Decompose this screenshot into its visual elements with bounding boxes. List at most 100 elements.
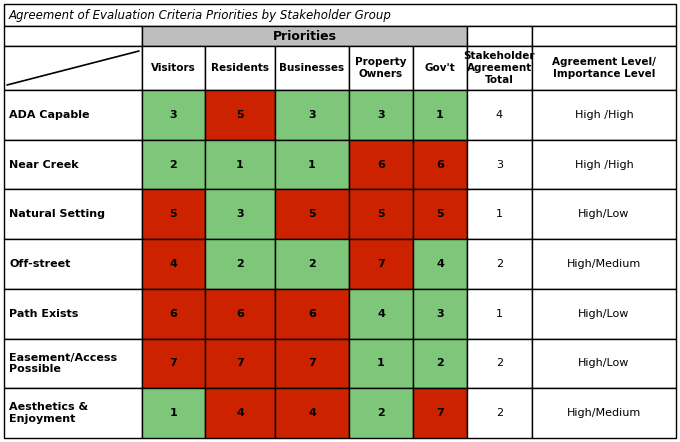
Bar (413, 190, 467, 239)
Bar (349, 90, 413, 140)
Bar (349, 339, 413, 388)
Bar (142, 46, 205, 90)
Text: 6: 6 (169, 309, 177, 319)
Bar (275, 239, 349, 289)
Bar (205, 90, 275, 140)
Text: 2: 2 (236, 259, 244, 269)
Bar (467, 289, 532, 339)
Text: 2: 2 (308, 259, 316, 269)
Bar (349, 140, 413, 190)
Bar (532, 90, 676, 140)
Text: 3: 3 (377, 110, 385, 120)
Text: Visitors: Visitors (151, 63, 196, 73)
Text: 6: 6 (236, 309, 244, 319)
Bar (413, 339, 467, 388)
Text: 4: 4 (496, 110, 503, 120)
Text: High/Low: High/Low (578, 309, 630, 319)
Text: 3: 3 (496, 160, 503, 170)
Text: 4: 4 (377, 309, 385, 319)
Bar (205, 140, 275, 190)
Bar (4, 388, 142, 438)
Bar (275, 190, 349, 239)
Text: 5: 5 (308, 209, 316, 219)
Text: 3: 3 (170, 110, 177, 120)
Bar (467, 190, 532, 239)
Bar (4, 289, 142, 339)
Bar (4, 46, 142, 90)
Bar (349, 239, 413, 289)
Text: 1: 1 (496, 209, 503, 219)
Text: ADA Capable: ADA Capable (9, 110, 90, 120)
Text: 4: 4 (436, 259, 444, 269)
Text: Gov't: Gov't (424, 63, 456, 73)
Text: 2: 2 (496, 259, 503, 269)
Text: 7: 7 (236, 358, 244, 369)
Text: 4: 4 (308, 408, 316, 418)
Text: 4: 4 (169, 259, 177, 269)
Bar (142, 388, 205, 438)
Bar (413, 388, 467, 438)
Bar (205, 46, 275, 90)
Text: 7: 7 (436, 408, 444, 418)
Bar (275, 339, 349, 388)
Bar (467, 46, 532, 90)
Text: 2: 2 (169, 160, 177, 170)
Bar (532, 46, 676, 90)
Text: 3: 3 (236, 209, 244, 219)
Bar (467, 26, 532, 46)
Text: High/Medium: High/Medium (567, 259, 641, 269)
Text: 1: 1 (236, 160, 244, 170)
Text: 5: 5 (436, 209, 444, 219)
Text: 1: 1 (436, 110, 444, 120)
Text: 3: 3 (436, 309, 444, 319)
Bar (4, 90, 142, 140)
Bar (275, 388, 349, 438)
Text: Off-street: Off-street (9, 259, 70, 269)
Bar (4, 4, 676, 26)
Text: 5: 5 (170, 209, 177, 219)
Bar (413, 289, 467, 339)
Bar (142, 140, 205, 190)
Text: High /High: High /High (575, 160, 633, 170)
Text: Aesthetics &
Enjoyment: Aesthetics & Enjoyment (9, 402, 88, 424)
Text: Priorities: Priorities (273, 30, 337, 42)
Bar (205, 339, 275, 388)
Text: 2: 2 (496, 358, 503, 369)
Bar (532, 239, 676, 289)
Text: Property
Owners: Property Owners (355, 57, 407, 79)
Text: Easement/Access
Possible: Easement/Access Possible (9, 353, 117, 374)
Text: Residents: Residents (211, 63, 269, 73)
Text: 4: 4 (236, 408, 244, 418)
Bar (205, 190, 275, 239)
Text: 2: 2 (496, 408, 503, 418)
Text: Agreement of Evaluation Criteria Priorities by Stakeholder Group: Agreement of Evaluation Criteria Priorit… (9, 8, 392, 22)
Bar (413, 90, 467, 140)
Bar (467, 239, 532, 289)
Text: Path Exists: Path Exists (9, 309, 78, 319)
Text: 1: 1 (377, 358, 385, 369)
Text: Near Creek: Near Creek (9, 160, 79, 170)
Bar (205, 289, 275, 339)
Text: 6: 6 (308, 309, 316, 319)
Bar (205, 388, 275, 438)
Bar (4, 239, 142, 289)
Bar (142, 239, 205, 289)
Bar (532, 339, 676, 388)
Text: 1: 1 (496, 309, 503, 319)
Bar (532, 190, 676, 239)
Bar (4, 339, 142, 388)
Bar (413, 239, 467, 289)
Bar (142, 26, 467, 46)
Text: 7: 7 (169, 358, 177, 369)
Bar (532, 388, 676, 438)
Bar (532, 26, 676, 46)
Bar (413, 140, 467, 190)
Text: 5: 5 (377, 209, 385, 219)
Text: 2: 2 (377, 408, 385, 418)
Bar (467, 388, 532, 438)
Bar (275, 140, 349, 190)
Text: High /High: High /High (575, 110, 633, 120)
Bar (532, 140, 676, 190)
Text: 1: 1 (169, 408, 177, 418)
Text: 7: 7 (377, 259, 385, 269)
